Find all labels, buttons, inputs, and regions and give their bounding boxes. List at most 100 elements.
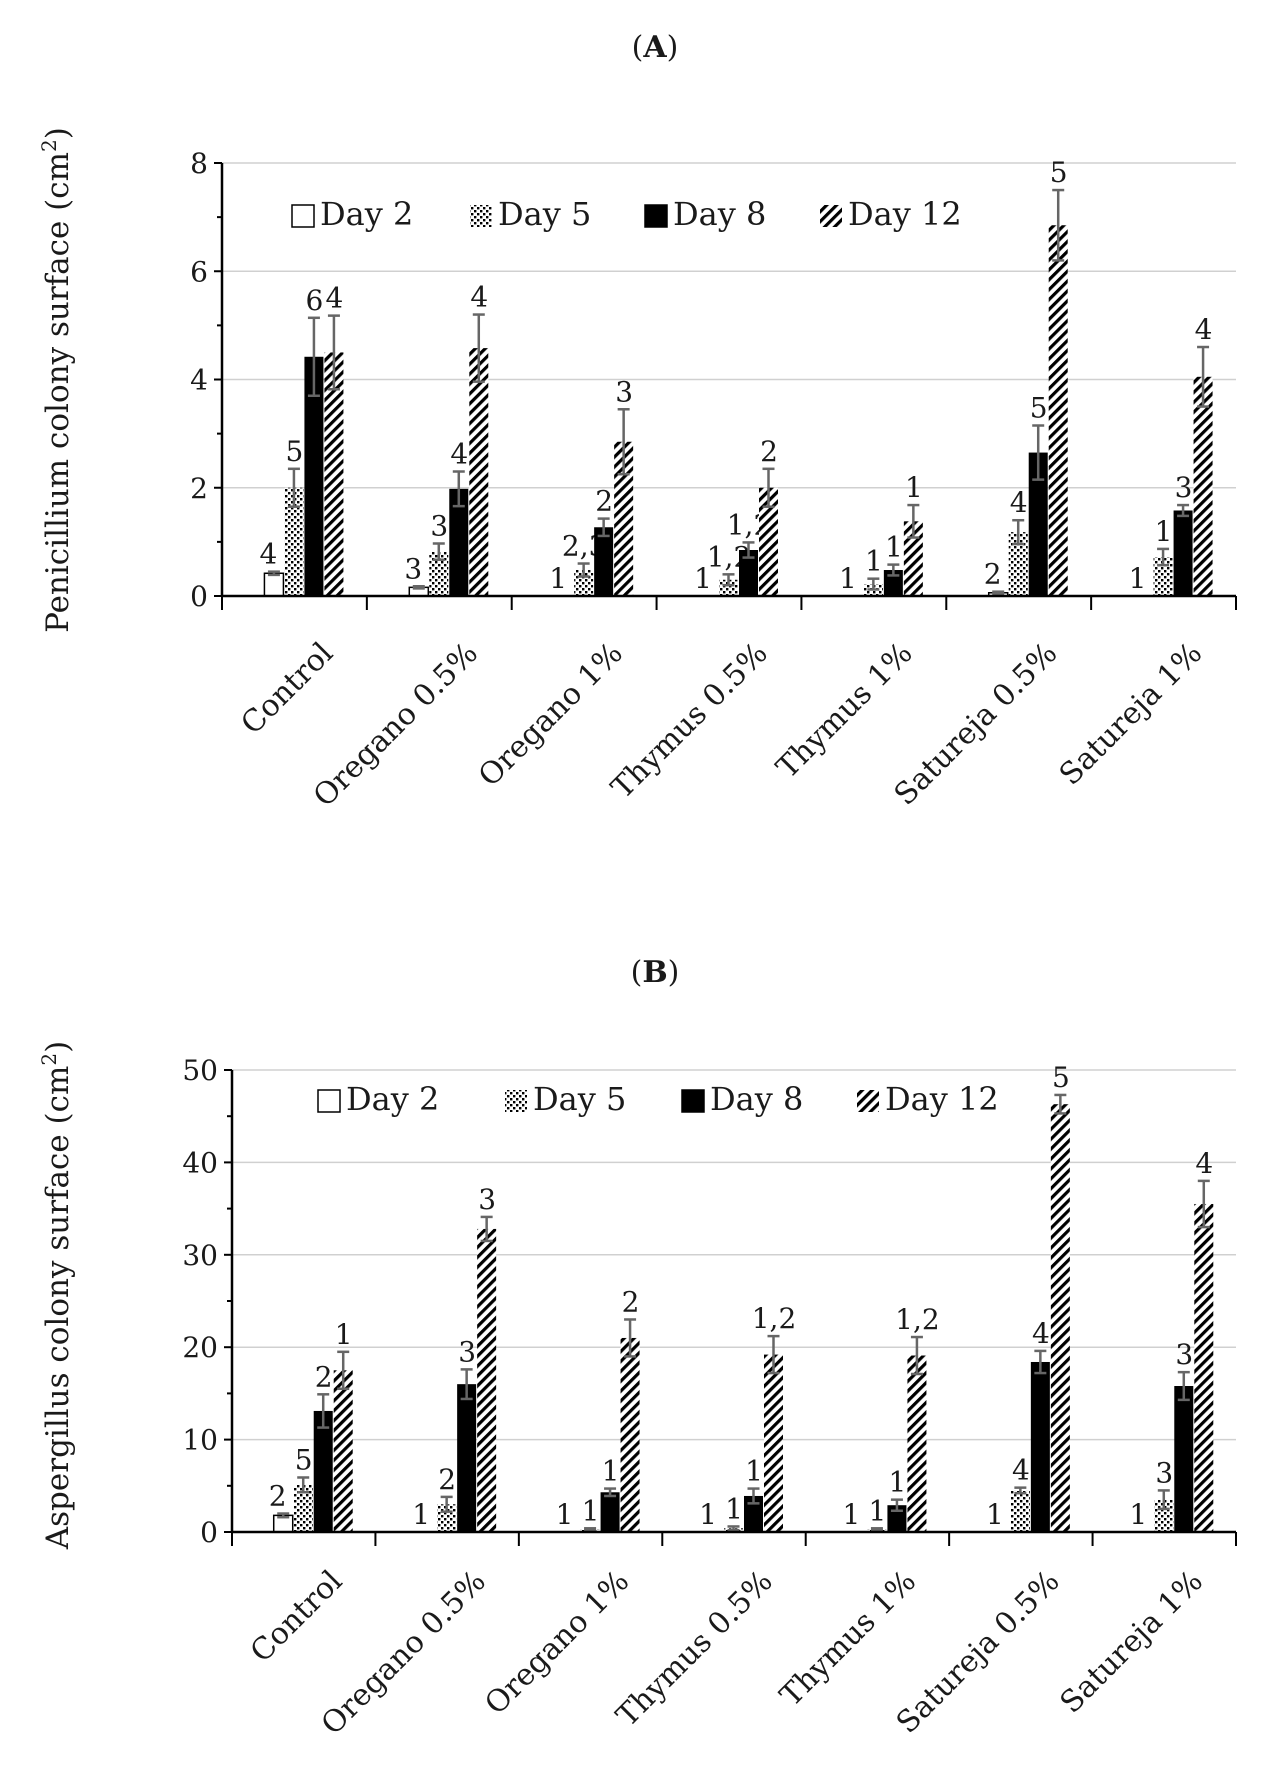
category-label: Oregano 1%: [472, 636, 630, 794]
y-axis-label-superscript: 2: [37, 1053, 61, 1066]
significance-label: 2: [984, 558, 1002, 591]
bar: [304, 356, 324, 596]
bar: [620, 1337, 640, 1532]
legend-label: Day 2: [346, 1080, 439, 1118]
panel-a: (A) Penicillium colony surface (cm2) 456…: [37, 30, 1237, 814]
significance-label: 1: [556, 1498, 574, 1531]
bar: [1048, 225, 1068, 596]
bar: [759, 487, 778, 596]
bar: [907, 1355, 927, 1532]
significance-label: 1: [889, 1466, 907, 1499]
significance-label: 5: [1050, 156, 1068, 189]
category-label: Satureja 1%: [1053, 636, 1209, 792]
significance-label: 1: [582, 1494, 600, 1527]
significance-label: 6: [306, 284, 324, 317]
y-tick-label: 2: [190, 472, 208, 505]
bar: [324, 352, 344, 596]
significance-label: 1: [869, 1494, 887, 1527]
legend-swatch: [857, 1090, 879, 1112]
bar: [1173, 510, 1193, 596]
bar: [457, 1384, 477, 1532]
bar: [744, 1495, 763, 1532]
bar: [1028, 452, 1048, 596]
bar: [429, 551, 449, 596]
significance-label: 1: [885, 531, 903, 564]
legend-label: Day 8: [673, 195, 766, 233]
bar: [764, 1354, 783, 1532]
bar: [313, 1410, 333, 1532]
legend-swatch: [644, 204, 668, 228]
bar: [1194, 1203, 1214, 1532]
legend-swatch: [317, 1089, 341, 1113]
significance-label: 1: [905, 471, 923, 504]
significance-label: 4: [326, 282, 344, 315]
significance-label: 2: [315, 1360, 333, 1393]
legend-swatch: [505, 1090, 527, 1112]
y-tick-label: 20: [182, 1331, 218, 1364]
y-tick-label: 50: [182, 1054, 218, 1087]
panel-b-title: (B): [631, 955, 680, 990]
category-label: Satureja 1%: [1054, 1564, 1210, 1720]
significance-label: 4: [1010, 486, 1028, 519]
y-axis-label-close: ): [40, 1041, 76, 1053]
bar: [739, 549, 758, 596]
bar: [1193, 376, 1213, 596]
y-axis-label: Penicillium colony surface (cm2): [37, 127, 76, 633]
bar: [1050, 1104, 1070, 1532]
bar: [1008, 532, 1028, 596]
panel-b-letter: B: [642, 955, 667, 990]
significance-label: 5: [1030, 392, 1048, 425]
y-tick-label: 40: [182, 1146, 218, 1179]
y-tick-label: 8: [190, 147, 208, 180]
legend-label: Day 8: [710, 1080, 803, 1118]
legend: Day 2 Day 5 Day 8 Day 12: [317, 1080, 999, 1118]
significance-label: 1,2: [752, 1302, 797, 1335]
significance-label: 1: [745, 1455, 763, 1488]
category-label: Control: [234, 636, 340, 742]
bar: [469, 348, 489, 596]
significance-label: 1,2: [895, 1303, 940, 1336]
legend-swatch: [681, 1089, 705, 1113]
bar: [284, 487, 304, 596]
bar: [600, 1492, 620, 1532]
legend-swatch: [291, 204, 315, 228]
panel-b: (B) Aspergillus colony surface (cm2) 2 5 2…: [37, 955, 1237, 1742]
y-tick-label: 0: [190, 580, 208, 613]
significance-label: 1: [986, 1498, 1004, 1531]
significance-label: 3: [430, 509, 448, 542]
legend-label: Day 12: [848, 195, 962, 233]
bar: [1010, 1490, 1030, 1532]
legend: Day 2 Day 5 Day 8 Day 12: [291, 195, 962, 233]
category-label: Oregano 1%: [478, 1564, 636, 1722]
y-tick-label: 4: [190, 364, 208, 397]
significance-label: 1: [602, 1455, 620, 1488]
significance-label: 4: [1195, 313, 1213, 346]
significance-label: 2: [760, 435, 778, 468]
significance-label: 1: [843, 1498, 861, 1531]
gridlines: [232, 1069, 1236, 1441]
panel-a-title: (A): [632, 30, 679, 65]
significance-label: 3: [615, 375, 633, 408]
legend-swatch: [470, 205, 492, 227]
significance-label: 5: [295, 1443, 313, 1476]
significance-label: 3: [478, 1183, 496, 1216]
y-axis-label-close: ): [40, 127, 76, 139]
significance-label: 1: [694, 562, 712, 595]
bar: [1153, 557, 1173, 596]
y-axis-title: Aspergillus colony surface (cm2): [37, 1041, 76, 1550]
y-axis-title: Penicillium colony surface (cm2): [37, 127, 76, 633]
y-tick-label: 30: [182, 1239, 218, 1272]
y-tick-label: 10: [182, 1424, 218, 1457]
significance-label: 5: [1052, 1061, 1070, 1094]
significance-label: 1: [335, 1318, 353, 1351]
bar: [477, 1228, 497, 1532]
significance-label: 3: [1175, 471, 1193, 504]
significance-label: 4: [1195, 1147, 1213, 1180]
significance-label: 3: [1155, 1456, 1173, 1489]
significance-label: 4: [470, 281, 488, 314]
significance-label: 1: [725, 1492, 743, 1525]
y-axis-label-text: Penicillium colony surface (cm: [40, 152, 76, 633]
panel-a-letter: A: [642, 30, 667, 65]
